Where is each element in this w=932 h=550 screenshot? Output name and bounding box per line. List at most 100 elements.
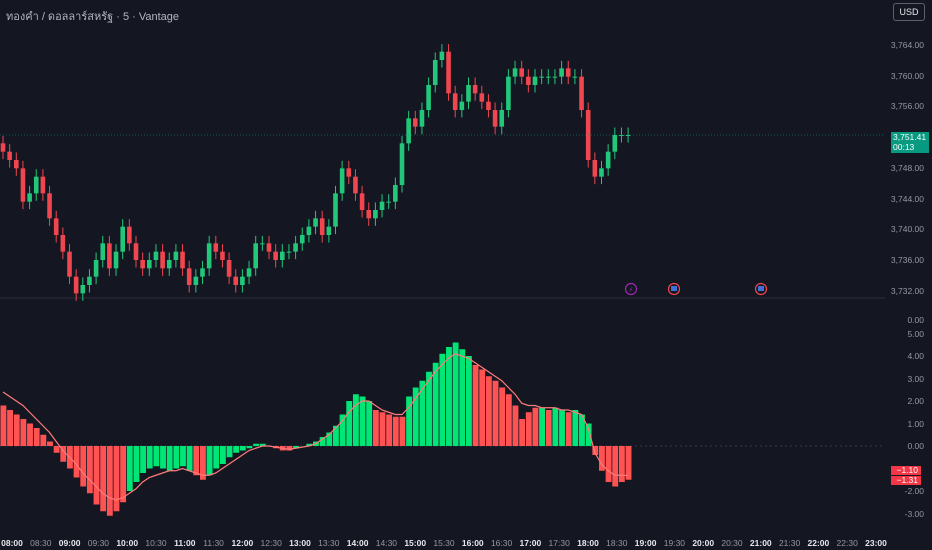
histogram-bar — [166, 446, 173, 471]
candle — [93, 260, 99, 277]
current-price-value: 3,751.41 — [893, 132, 927, 142]
candle — [27, 193, 32, 202]
time-axis-label: 09:00 — [58, 538, 81, 548]
histogram-bar — [545, 410, 552, 446]
histogram-bar — [399, 416, 406, 446]
candle — [186, 268, 192, 285]
candle — [472, 85, 478, 94]
histogram-bar — [599, 446, 605, 471]
symbol-title[interactable]: ทองคำ / ดอลลาร์สหรัฐ · 5 · Vantage — [6, 11, 180, 23]
histogram-bar — [372, 410, 379, 446]
candle — [20, 168, 26, 202]
candle — [299, 235, 305, 244]
histogram-bar — [452, 342, 459, 446]
us-flag-icon-field — [671, 286, 677, 291]
indicator-axis-label: -3.00 — [904, 509, 924, 519]
price-axis-label: 3,756.00 — [890, 101, 924, 112]
histogram-bar — [0, 405, 7, 446]
candle — [546, 76, 551, 78]
histogram-bar — [186, 446, 193, 471]
histogram-bar — [412, 387, 419, 446]
candle — [140, 260, 145, 269]
candle — [393, 185, 398, 202]
candle — [366, 210, 372, 219]
candle — [512, 68, 518, 77]
time-axis-label: 14:00 — [346, 538, 369, 548]
candle — [406, 118, 411, 144]
histogram-bar — [239, 446, 246, 451]
histogram-bar — [492, 380, 499, 446]
candle — [313, 218, 318, 227]
candle — [100, 243, 106, 260]
indicator-axis-label: 2.00 — [907, 396, 924, 406]
candle — [532, 76, 538, 85]
candle — [107, 243, 112, 269]
histogram-bar — [206, 446, 213, 476]
currency-button[interactable]: USD — [893, 3, 925, 21]
time-axis-label: 22:00 — [807, 538, 830, 548]
histogram-bar — [120, 446, 127, 503]
candle — [160, 251, 165, 269]
price-axis-label: 3,764.00 — [890, 40, 924, 50]
time-axis-label: 21:30 — [778, 538, 801, 548]
time-axis-label: 17:30 — [548, 538, 570, 548]
candle — [439, 51, 445, 60]
indicator-axis-label: 0.00 — [907, 441, 924, 451]
time-axis-label: 13:30 — [318, 538, 340, 548]
candle — [40, 176, 46, 194]
histogram-bar — [7, 410, 13, 446]
candle — [599, 168, 604, 177]
histogram-bar — [499, 387, 506, 446]
histogram-bar — [539, 407, 545, 446]
candle — [452, 93, 458, 110]
time-axis-label: 10:00 — [116, 538, 139, 548]
histogram-bar — [392, 416, 399, 446]
candle — [113, 251, 119, 269]
time-axis-label: 23:00 — [865, 538, 887, 548]
time-axis-label: 19:30 — [663, 538, 686, 548]
time-axis-label: 10:30 — [145, 538, 167, 548]
candle — [14, 160, 19, 169]
time-axis-label: 21:00 — [749, 538, 772, 548]
histogram-bar — [126, 446, 133, 491]
histogram-bar — [605, 446, 612, 482]
histogram-bar — [219, 446, 226, 464]
histogram-bar — [379, 412, 386, 446]
histogram-bar — [479, 369, 486, 446]
indicator-axis-label: 4.00 — [907, 351, 924, 361]
time-axis-label: 18:00 — [577, 538, 599, 548]
candle — [173, 251, 179, 260]
histogram-bar — [326, 432, 333, 446]
us-flag-icon-field — [758, 286, 764, 291]
time-axis-label: 16:30 — [490, 538, 513, 548]
histogram-bar — [193, 446, 200, 476]
candle — [619, 135, 624, 136]
histogram-bar — [466, 356, 472, 446]
candle — [0, 143, 6, 152]
indicator-signal-tag: −1.31 — [891, 476, 921, 485]
candle — [539, 76, 544, 78]
candle — [127, 226, 132, 244]
histogram-bar — [346, 401, 353, 446]
histogram-bar — [432, 362, 439, 446]
candle — [432, 60, 438, 85]
candle — [379, 201, 385, 210]
candle — [339, 168, 345, 194]
histogram-bar — [472, 365, 479, 446]
time-axis-label: 20:00 — [692, 538, 715, 548]
time-axis-label: 16:00 — [461, 538, 484, 548]
indicator-value-tag: −1.10 — [891, 466, 921, 475]
candle — [506, 76, 511, 110]
candle — [47, 193, 52, 219]
histogram-bar — [592, 446, 599, 455]
histogram-bar — [559, 410, 565, 446]
histogram-bar — [419, 380, 426, 446]
histogram-bar — [100, 446, 107, 512]
histogram-bar — [27, 423, 33, 446]
time-axis-label: 12:00 — [231, 538, 254, 548]
histogram-bar — [246, 446, 253, 449]
histogram-bar — [259, 443, 266, 446]
candle — [240, 276, 245, 285]
candle — [572, 76, 578, 78]
